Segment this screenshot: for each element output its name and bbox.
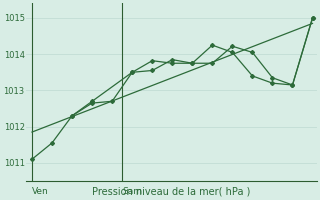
Text: Ven: Ven (32, 187, 49, 196)
Text: Sam: Sam (122, 187, 142, 196)
X-axis label: Pression niveau de la mer( hPa ): Pression niveau de la mer( hPa ) (92, 187, 251, 197)
